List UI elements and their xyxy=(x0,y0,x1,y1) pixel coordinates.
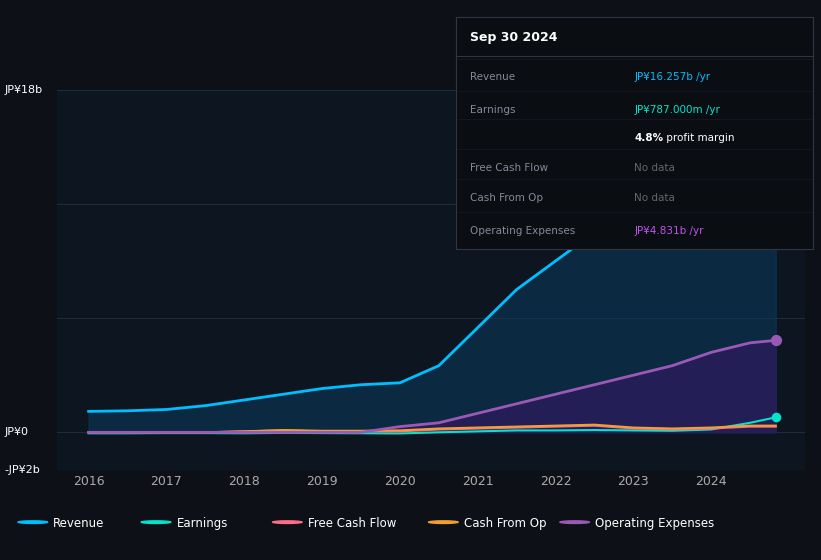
Text: -JP¥2b: -JP¥2b xyxy=(4,465,40,475)
Text: 4.8%: 4.8% xyxy=(635,133,663,143)
Text: JP¥0: JP¥0 xyxy=(4,427,28,437)
Text: Revenue: Revenue xyxy=(53,517,105,530)
Point xyxy=(769,413,782,422)
Text: Free Cash Flow: Free Cash Flow xyxy=(308,517,397,530)
Text: Earnings: Earnings xyxy=(470,105,516,115)
Circle shape xyxy=(560,521,589,524)
Circle shape xyxy=(273,521,302,524)
Text: Earnings: Earnings xyxy=(177,517,228,530)
Text: Sep 30 2024: Sep 30 2024 xyxy=(470,31,557,44)
Text: No data: No data xyxy=(635,163,675,173)
Text: Revenue: Revenue xyxy=(470,72,515,82)
Text: Operating Expenses: Operating Expenses xyxy=(595,517,714,530)
Text: No data: No data xyxy=(635,193,675,203)
Circle shape xyxy=(141,521,171,524)
Text: Cash From Op: Cash From Op xyxy=(464,517,546,530)
Text: JP¥787.000m /yr: JP¥787.000m /yr xyxy=(635,105,720,115)
Point xyxy=(769,118,782,127)
Circle shape xyxy=(18,521,48,524)
Text: Free Cash Flow: Free Cash Flow xyxy=(470,163,548,173)
Circle shape xyxy=(429,521,458,524)
Text: profit margin: profit margin xyxy=(663,133,734,143)
Text: JP¥4.831b /yr: JP¥4.831b /yr xyxy=(635,226,704,236)
Text: Operating Expenses: Operating Expenses xyxy=(470,226,576,236)
Point xyxy=(769,336,782,345)
Text: JP¥16.257b /yr: JP¥16.257b /yr xyxy=(635,72,710,82)
Text: JP¥18b: JP¥18b xyxy=(4,85,42,95)
Text: Cash From Op: Cash From Op xyxy=(470,193,543,203)
